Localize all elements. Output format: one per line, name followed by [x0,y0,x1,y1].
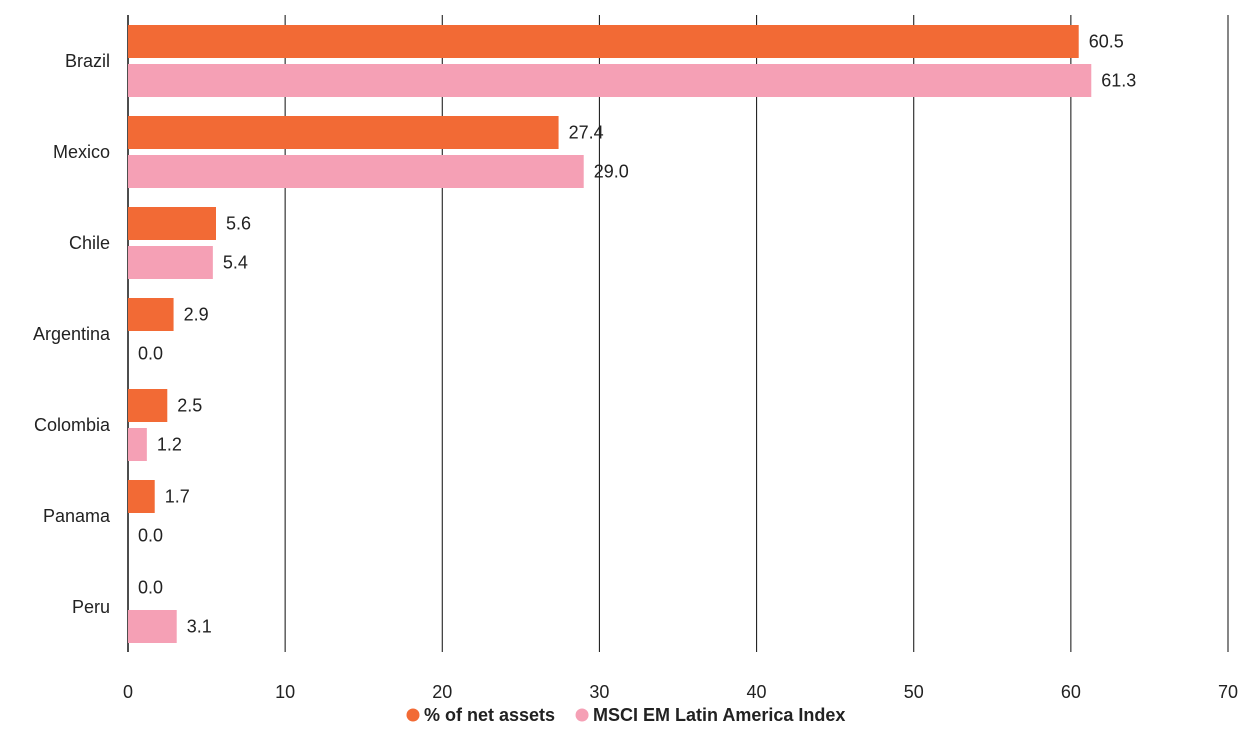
data-label: 61.3 [1101,71,1136,91]
legend-marker [575,708,589,722]
category-label: Panama [43,506,111,526]
x-axis-ticks: 0 10 20 30 40 50 60 70 [123,682,1238,702]
category-label: Argentina [33,324,111,344]
data-label: 27.4 [569,123,604,143]
bar [128,207,216,240]
legend: % of net assets MSCI EM Latin America Ind… [406,705,845,725]
x-tick-label: 0 [123,682,133,702]
gridlines [127,15,1229,652]
bar [128,155,584,188]
category-label: Mexico [53,142,110,162]
data-label: 0.0 [138,578,163,598]
bar [128,480,155,513]
x-tick-label: 10 [275,682,295,702]
data-label: 0.0 [138,526,163,546]
legend-marker [406,708,420,722]
bar [128,298,174,331]
bar [128,116,559,149]
x-tick-label: 50 [904,682,924,702]
data-label: 1.7 [165,487,190,507]
bar [128,64,1092,97]
x-tick-label: 70 [1218,682,1238,702]
bar [128,610,177,643]
x-tick-label: 60 [1061,682,1081,702]
category-label: Brazil [65,51,110,71]
data-label: 5.4 [223,253,248,273]
bar [128,25,1079,58]
data-label: 1.2 [157,435,182,455]
data-label: 60.5 [1089,32,1124,52]
legend-entry: MSCI EM Latin America Index [593,705,845,725]
data-label: 2.5 [177,396,202,416]
value-labels: 60.561.327.429.05.65.42.90.02.51.21.70.0… [138,32,1136,637]
bar [128,389,168,422]
bar [128,428,147,461]
bars [128,25,1092,643]
x-tick-label: 30 [589,682,609,702]
category-label: Peru [72,597,110,617]
category-labels: Brazil Mexico Chile Argentina Colombia Panama… [33,51,111,617]
data-label: 29.0 [594,162,629,182]
category-label: Chile [69,233,110,253]
x-tick-label: 40 [747,682,767,702]
legend-entry: % of net assets [424,705,555,725]
data-label: 2.9 [184,305,209,325]
x-tick-label: 20 [432,682,452,702]
category-label: Colombia [34,415,111,435]
bar [128,246,213,279]
data-label: 0.0 [138,344,163,364]
data-label: 3.1 [187,617,212,637]
data-label: 5.6 [226,214,251,234]
